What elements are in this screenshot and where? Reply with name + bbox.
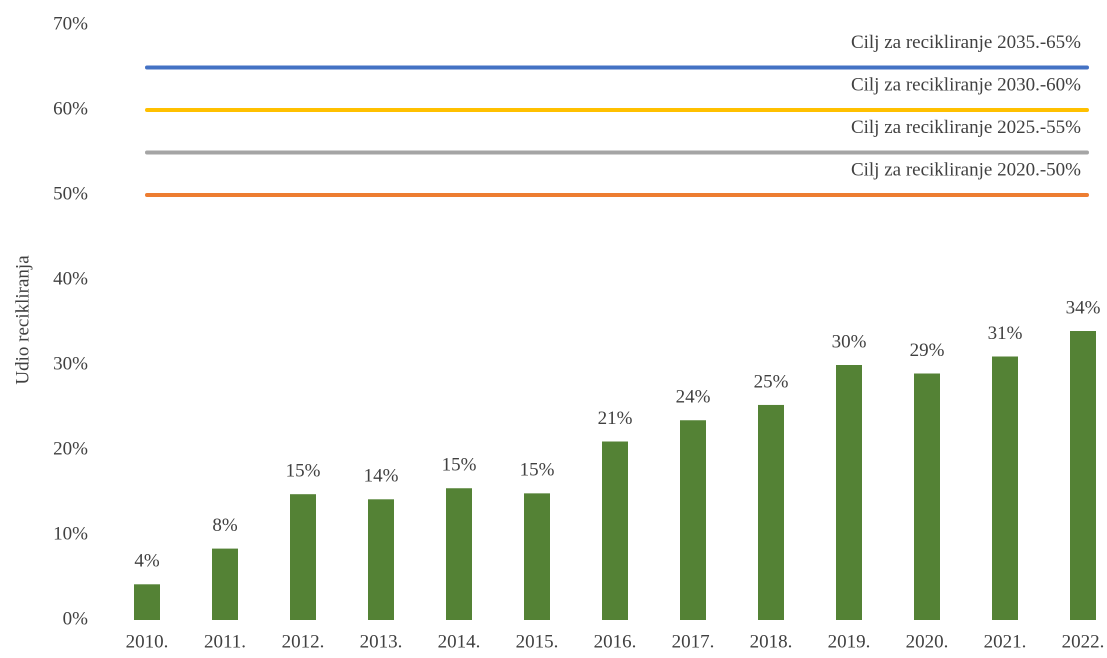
bar [680,420,706,620]
x-tick-label: 2019. [828,631,871,652]
bar [212,548,238,620]
bar [914,373,940,620]
reference-line-label: Cilj za recikliranje 2035.-65% [851,32,1081,53]
x-tick-label: 2022. [1062,631,1105,652]
x-tick-label: 2021. [984,631,1027,652]
reference-line-label: Cilj za recikliranje 2030.-60% [851,74,1081,95]
bar [758,404,784,620]
bar [836,365,862,620]
reference-line-label: Cilj za recikliranje 2025.-55% [851,117,1081,138]
data-label: 25% [754,371,789,392]
bar [524,493,550,620]
x-tick-label: 2014. [438,631,481,652]
data-label: 29% [910,340,945,361]
x-tick-label: 2017. [672,631,715,652]
y-axis-label: Udio recikliranja [12,255,33,385]
bar [446,488,472,620]
data-label: 8% [212,515,238,536]
y-tick-label: 20% [53,438,88,459]
data-label: 15% [520,460,555,481]
data-label: 15% [286,461,321,482]
y-tick-label: 40% [53,268,88,289]
data-label: 31% [988,323,1023,344]
reference-line-label: Cilj za recikliranje 2020.-50% [851,159,1081,180]
data-label: 30% [832,331,867,352]
data-label: 24% [676,387,711,408]
data-label: 34% [1066,297,1101,318]
x-tick-label: 2012. [282,631,325,652]
x-tick-label: 2018. [750,631,793,652]
data-label: 21% [598,408,633,429]
x-tick-label: 2020. [906,631,949,652]
y-tick-label: 70% [53,13,88,34]
bar [134,584,160,620]
x-tick-label: 2015. [516,631,559,652]
bar [1070,331,1096,620]
y-tick-label: 30% [53,353,88,374]
x-tick-label: 2010. [126,631,169,652]
bar [992,356,1018,620]
x-tick-label: 2013. [360,631,403,652]
bar [368,499,394,620]
y-tick-label: 10% [53,523,88,544]
y-tick-label: 60% [53,98,88,119]
y-tick-label: 50% [53,183,88,204]
x-tick-label: 2016. [594,631,637,652]
data-label: 14% [364,466,399,487]
bar [290,494,316,620]
bar [602,441,628,620]
x-tick-label: 2011. [204,631,246,652]
y-tick-label: 0% [63,608,89,629]
data-label: 4% [134,551,160,572]
data-label: 15% [442,455,477,476]
